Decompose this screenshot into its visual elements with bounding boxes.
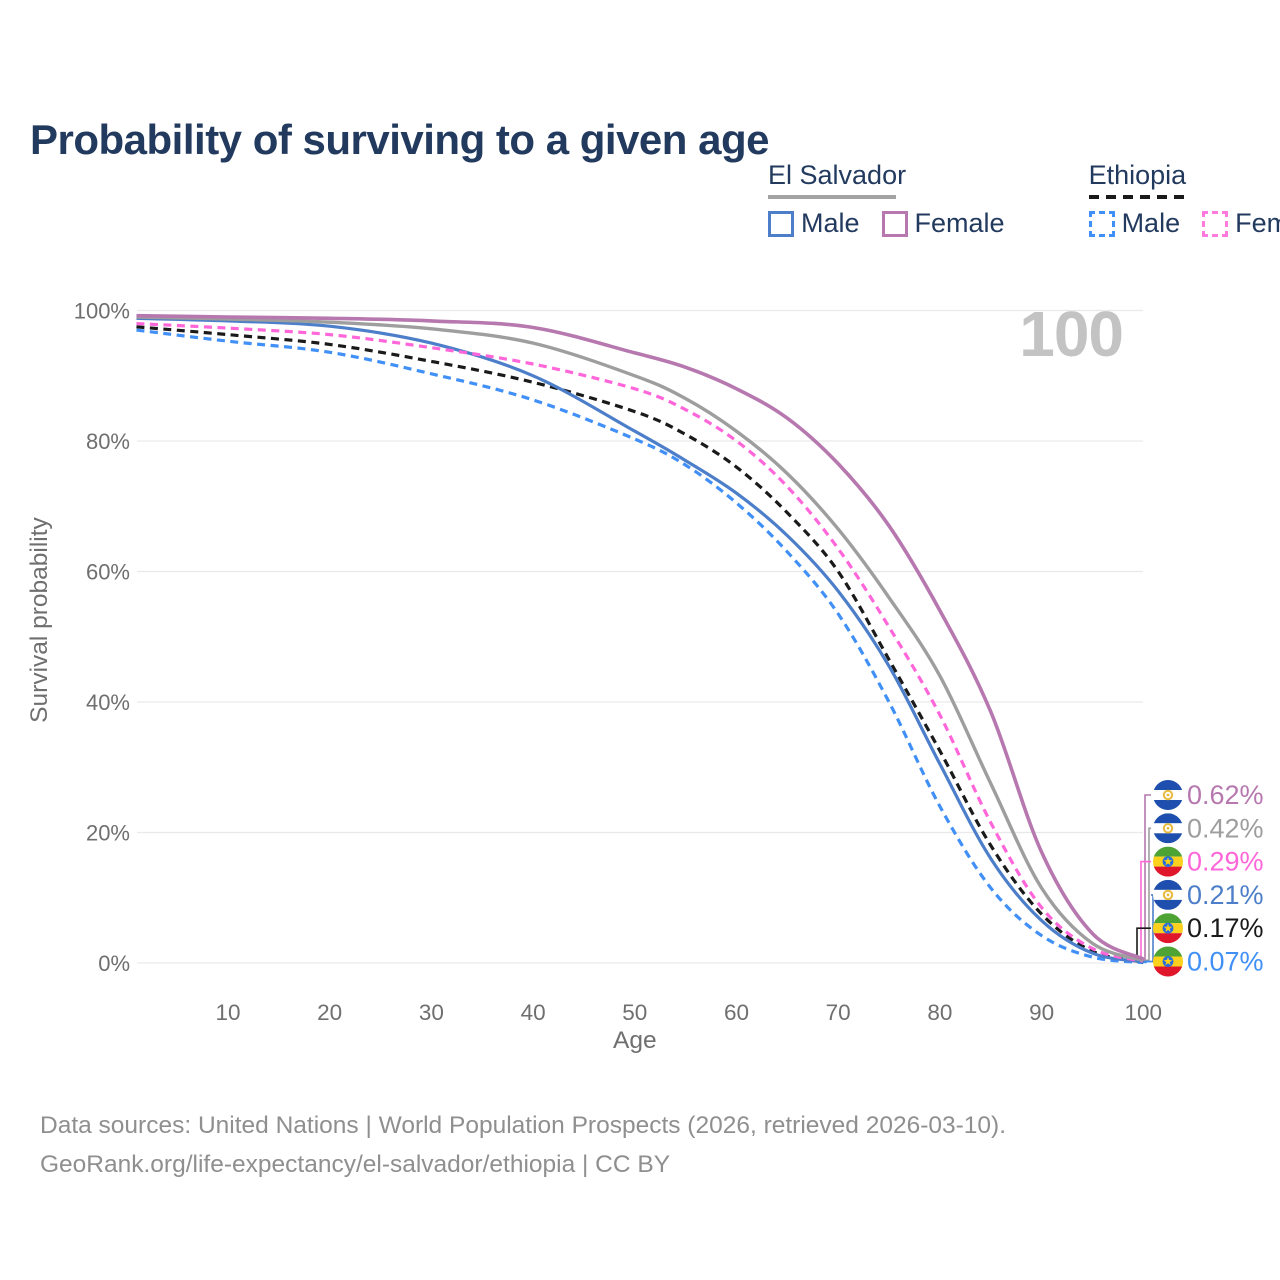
legend-title-el-salvador[interactable]: El Salvador [768, 160, 907, 190]
y-tick-100: 100% [74, 299, 130, 324]
x-tick-10: 10 [215, 1000, 240, 1025]
el-salvador-male-swatch [768, 210, 794, 237]
x-tick-60: 60 [724, 1000, 749, 1025]
y-axis-label: Survival probability [26, 516, 53, 722]
y-tick-80: 80% [86, 429, 130, 454]
flag-el-salvador-icon [1153, 879, 1183, 910]
flag-ethiopia-icon [1153, 846, 1183, 877]
flag-ethiopia-icon [1153, 946, 1183, 977]
ethiopia-female-swatch [1202, 210, 1229, 237]
line-el-salvador-female[interactable] [136, 313, 1145, 961]
x-tick-80: 80 [927, 1000, 952, 1025]
footer-data-sources: Data sources: United Nations | World Pop… [40, 1112, 1007, 1139]
end-label-el-salvador-female: 0.62% [1187, 780, 1264, 810]
line-el-salvador-both-sexes[interactable] [136, 315, 1144, 962]
line-el-salvador-male[interactable] [136, 316, 1144, 964]
end-label-ethiopia-female: 0.29% [1187, 847, 1264, 877]
legend-item-label: Male [1121, 208, 1181, 238]
legend: El Salvador Male Female Ethiopia Male Fe… [768, 160, 1280, 239]
y-tick-40: 40% [86, 690, 130, 715]
footer-attribution: GeoRank.org/life-expectancy/el-salvador/… [40, 1151, 671, 1178]
legend-item-el-salvador-female[interactable]: Female [881, 208, 1005, 239]
x-tick-90: 90 [1029, 1000, 1054, 1025]
end-label-ethiopia-male: 0.07% [1187, 947, 1264, 977]
flag-el-salvador-icon [1153, 780, 1183, 810]
y-tick-20: 20% [86, 821, 130, 846]
page-title: Probability of surviving to a given age [30, 116, 769, 164]
legend-title-ethiopia[interactable]: Ethiopia [1088, 160, 1187, 190]
y-tick-0: 0% [98, 951, 130, 976]
y-tick-60: 60% [86, 560, 130, 585]
line-ethiopia-female[interactable] [136, 321, 1144, 963]
x-tick-20: 20 [317, 1000, 342, 1025]
end-label-ethiopia-both-sexes: 0.17% [1187, 913, 1264, 943]
leader-el-salvador-female [1143, 794, 1151, 960]
x-tick-40: 40 [521, 1000, 546, 1025]
x-tick-70: 70 [826, 1000, 851, 1025]
legend-item-el-salvador-male[interactable]: Male [768, 208, 860, 239]
x-axis-label: Age [613, 1027, 657, 1054]
legend-item-ethiopia-male[interactable]: Male [1088, 208, 1181, 239]
legend-item-ethiopia-female[interactable]: Female [1202, 208, 1280, 239]
footer: Data sources: United Nations | World Pop… [40, 1106, 1006, 1184]
legend-item-label: Female [1235, 208, 1280, 238]
x-tick-50: 50 [622, 1000, 647, 1025]
end-label-el-salvador-male: 0.21% [1187, 880, 1264, 910]
x-tick-100: 100 [1125, 1000, 1163, 1025]
leader-el-salvador-both-sexes [1143, 827, 1151, 962]
line-ethiopia-male[interactable] [136, 328, 1144, 965]
flag-el-salvador-icon [1153, 813, 1183, 844]
legend-group-ethiopia: Ethiopia Male Female [1088, 160, 1280, 239]
el-salvador-rule-swatch [768, 195, 896, 199]
legend-group-el-salvador: El Salvador Male Female [768, 160, 1027, 239]
flag-ethiopia-icon [1153, 913, 1183, 944]
ethiopia-rule-swatch [1088, 195, 1184, 199]
legend-item-label: Male [801, 208, 860, 238]
ethiopia-male-swatch [1088, 210, 1115, 237]
legend-item-label: Female [914, 208, 1005, 238]
x-tick-30: 30 [419, 1000, 444, 1025]
el-salvador-female-swatch [881, 210, 908, 237]
leader-ethiopia-male [1143, 960, 1151, 964]
end-label-el-salvador-both-sexes: 0.42% [1187, 813, 1264, 843]
line-ethiopia-both-sexes[interactable] [136, 325, 1144, 964]
